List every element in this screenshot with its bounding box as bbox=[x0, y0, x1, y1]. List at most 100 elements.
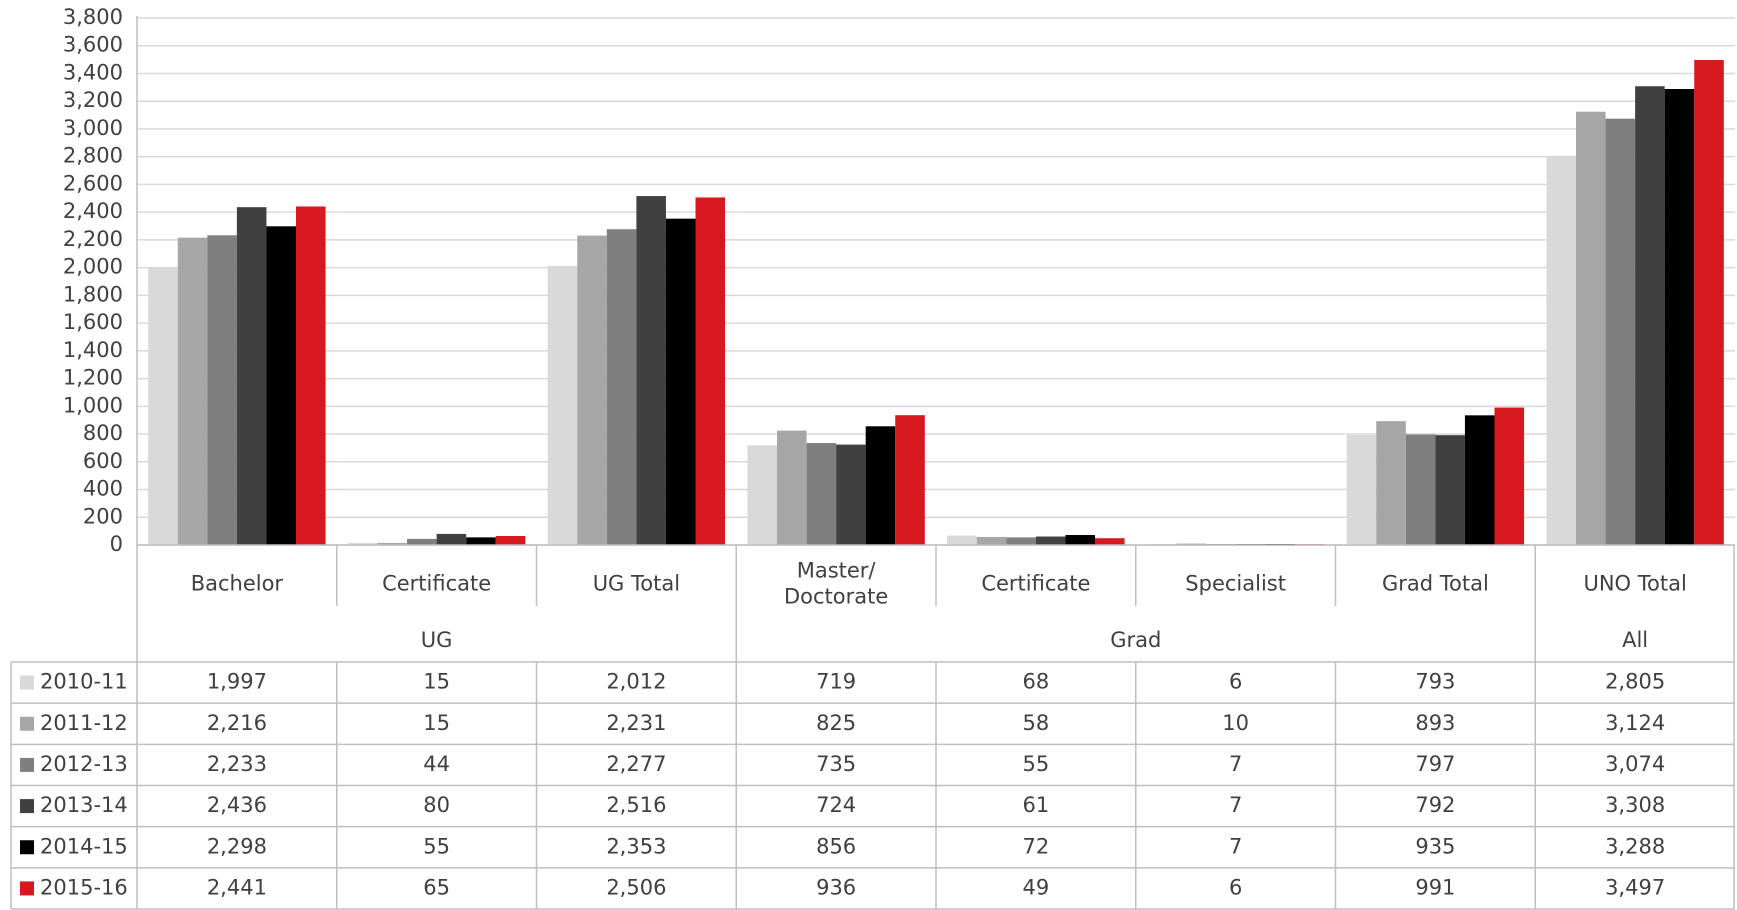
table-value: 15 bbox=[423, 670, 450, 694]
bar bbox=[407, 538, 437, 545]
bar bbox=[577, 235, 607, 545]
bar bbox=[1346, 435, 1377, 545]
bar bbox=[865, 426, 896, 545]
table-value: 49 bbox=[1023, 875, 1050, 899]
category-label: Grad Total bbox=[1382, 572, 1489, 596]
bar bbox=[347, 542, 378, 545]
table-value: 2,298 bbox=[207, 834, 267, 858]
table-value: 2,506 bbox=[606, 875, 666, 899]
bar bbox=[1694, 60, 1724, 546]
y-tick-label: 200 bbox=[83, 504, 123, 528]
y-tick-label: 1,400 bbox=[63, 338, 123, 362]
y-tick-label: 2,000 bbox=[63, 255, 123, 279]
table-value: 2,216 bbox=[207, 711, 267, 735]
table-value: 3,074 bbox=[1605, 752, 1665, 776]
y-tick-label: 1,600 bbox=[63, 310, 123, 334]
y-tick-label: 3,600 bbox=[63, 33, 123, 57]
y-tick-label: 1,800 bbox=[63, 282, 123, 306]
bar bbox=[1006, 537, 1036, 545]
table-value: 55 bbox=[1023, 752, 1050, 776]
category-label: Certificate bbox=[382, 572, 491, 596]
y-tick-label: 2,800 bbox=[63, 144, 123, 168]
bar bbox=[377, 542, 408, 545]
table-value: 2,012 bbox=[606, 670, 666, 694]
bar bbox=[547, 265, 578, 545]
category-label: UNO Total bbox=[1583, 572, 1686, 596]
bar bbox=[495, 535, 526, 545]
table-value: 58 bbox=[1023, 711, 1050, 735]
table-value: 935 bbox=[1415, 834, 1455, 858]
table-value: 936 bbox=[816, 875, 856, 899]
bar bbox=[776, 430, 807, 545]
y-tick-label: 600 bbox=[83, 449, 123, 473]
bar bbox=[1065, 535, 1096, 545]
table-value: 68 bbox=[1023, 670, 1050, 694]
table-value: 793 bbox=[1415, 670, 1455, 694]
bar bbox=[836, 444, 866, 545]
legend-swatch bbox=[20, 757, 34, 772]
bar bbox=[1095, 538, 1125, 545]
table-value: 719 bbox=[816, 670, 856, 694]
y-tick-label: 800 bbox=[83, 421, 123, 445]
bar bbox=[236, 207, 267, 545]
bar bbox=[148, 268, 178, 545]
legend-swatch bbox=[20, 799, 34, 814]
bar bbox=[806, 443, 837, 545]
bar bbox=[1035, 536, 1066, 545]
bar bbox=[1405, 434, 1436, 545]
y-tick-label: 2,200 bbox=[63, 227, 123, 251]
bar bbox=[1575, 111, 1606, 546]
legend-label: 2012-13 bbox=[40, 752, 128, 776]
table-value: 10 bbox=[1222, 711, 1249, 735]
category-label: Specialist bbox=[1185, 572, 1286, 596]
table-value: 2,441 bbox=[207, 875, 267, 899]
bar bbox=[895, 415, 925, 545]
bar bbox=[177, 237, 208, 546]
bar bbox=[1664, 89, 1695, 545]
y-tick-label: 3,800 bbox=[63, 5, 123, 29]
group-label: All bbox=[1622, 628, 1648, 652]
table-value: 6 bbox=[1229, 670, 1242, 694]
table-value: 2,805 bbox=[1605, 670, 1665, 694]
legend-label: 2015-16 bbox=[40, 875, 128, 899]
legend-label: 2013-14 bbox=[40, 793, 128, 817]
y-tick-label: 3,400 bbox=[63, 60, 123, 84]
bar bbox=[976, 536, 1007, 545]
bar bbox=[1494, 407, 1525, 545]
table-value: 80 bbox=[423, 793, 450, 817]
legend-swatch bbox=[20, 840, 34, 855]
bar bbox=[1464, 415, 1495, 545]
table-value: 2,353 bbox=[606, 834, 666, 858]
y-tick-label: 3,000 bbox=[63, 116, 123, 140]
bar bbox=[665, 218, 696, 545]
table-value: 991 bbox=[1415, 875, 1455, 899]
legend-swatch bbox=[20, 881, 34, 896]
legend-swatch bbox=[20, 675, 34, 690]
table-value: 44 bbox=[423, 752, 450, 776]
table-value: 2,277 bbox=[606, 752, 666, 776]
y-tick-label: 2,600 bbox=[63, 171, 123, 195]
table-value: 3,308 bbox=[1605, 793, 1665, 817]
table-value: 15 bbox=[423, 711, 450, 735]
bar bbox=[606, 229, 637, 545]
table-value: 55 bbox=[423, 834, 450, 858]
table-value: 3,288 bbox=[1605, 834, 1665, 858]
bar bbox=[207, 235, 237, 545]
table-value: 856 bbox=[816, 834, 856, 858]
category-label: UG Total bbox=[593, 572, 680, 596]
legend-label: 2014-15 bbox=[40, 834, 128, 858]
bar bbox=[466, 537, 496, 545]
bar bbox=[436, 533, 467, 545]
table-value: 2,516 bbox=[606, 793, 666, 817]
table-value: 724 bbox=[816, 793, 856, 817]
table-value: 6 bbox=[1229, 875, 1242, 899]
bar bbox=[1635, 86, 1665, 545]
table-value: 72 bbox=[1023, 834, 1050, 858]
bar bbox=[1546, 155, 1576, 545]
table-value: 735 bbox=[816, 752, 856, 776]
table-value: 7 bbox=[1229, 834, 1242, 858]
bar bbox=[1376, 421, 1406, 545]
table-value: 2,436 bbox=[207, 793, 267, 817]
bar bbox=[747, 445, 777, 545]
